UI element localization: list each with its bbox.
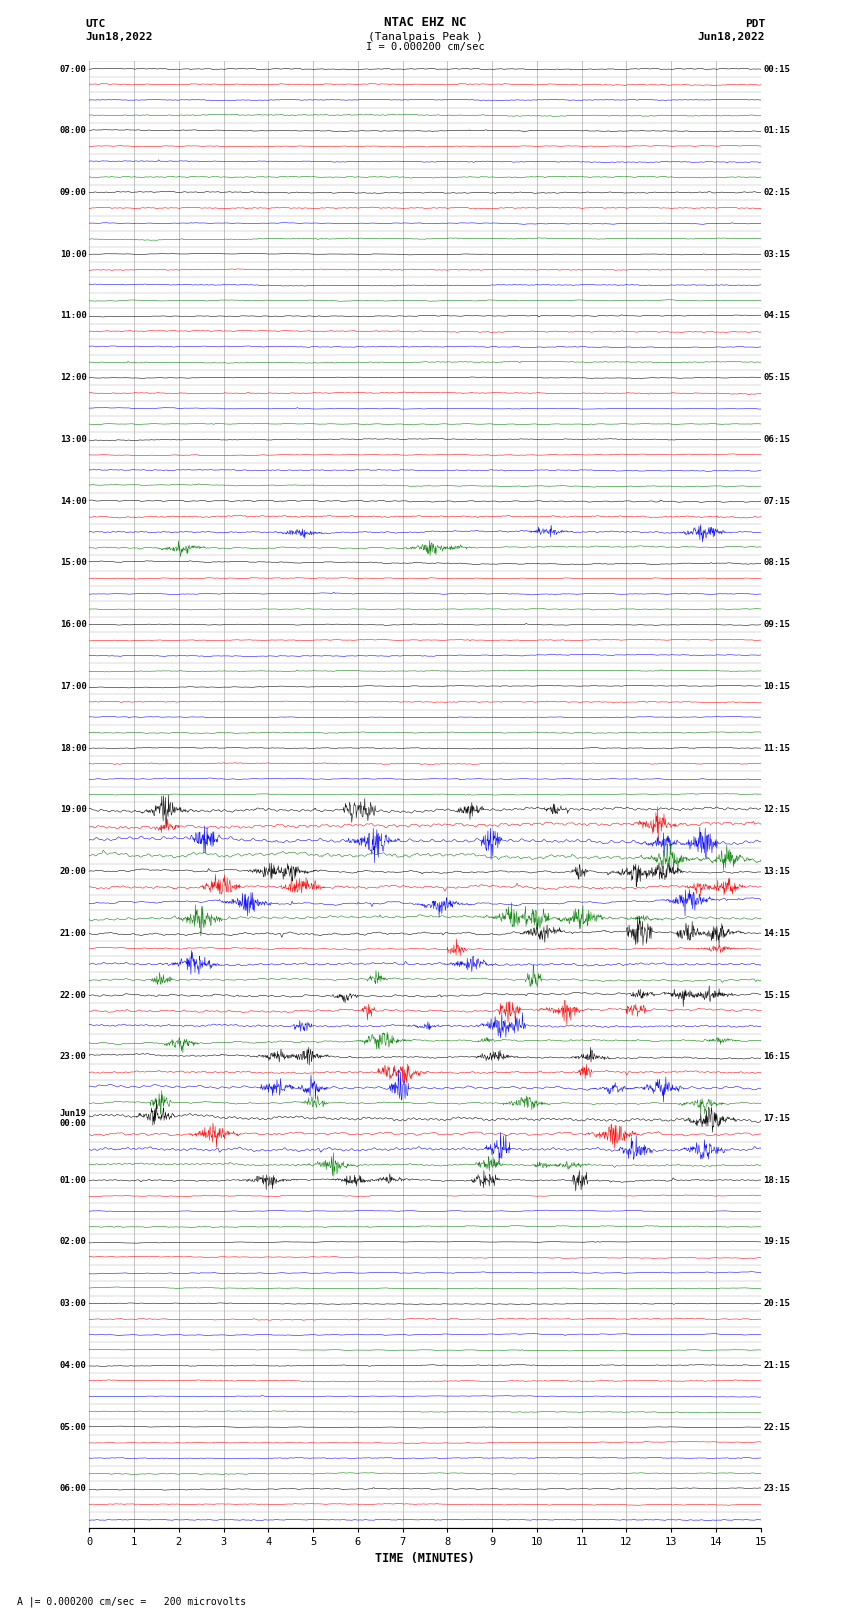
Text: 09:00: 09:00 — [60, 189, 87, 197]
Text: 17:00: 17:00 — [60, 682, 87, 690]
Text: 12:15: 12:15 — [763, 805, 791, 815]
Text: 05:00: 05:00 — [60, 1423, 87, 1432]
Text: 00:15: 00:15 — [763, 65, 791, 74]
Text: 07:00: 07:00 — [60, 65, 87, 74]
Text: Jun18,2022: Jun18,2022 — [85, 32, 152, 42]
Text: 03:00: 03:00 — [60, 1298, 87, 1308]
Text: PDT: PDT — [745, 19, 765, 29]
Text: 10:00: 10:00 — [60, 250, 87, 258]
Text: 01:15: 01:15 — [763, 126, 791, 135]
Text: (Tanalpais Peak ): (Tanalpais Peak ) — [367, 32, 483, 42]
Text: 21:00: 21:00 — [60, 929, 87, 937]
Text: 02:00: 02:00 — [60, 1237, 87, 1247]
Text: 04:15: 04:15 — [763, 311, 791, 321]
Text: 07:15: 07:15 — [763, 497, 791, 505]
X-axis label: TIME (MINUTES): TIME (MINUTES) — [375, 1552, 475, 1565]
Text: 21:15: 21:15 — [763, 1361, 791, 1369]
Text: 18:00: 18:00 — [60, 744, 87, 753]
Text: 06:15: 06:15 — [763, 436, 791, 444]
Text: 04:00: 04:00 — [60, 1361, 87, 1369]
Text: 10:15: 10:15 — [763, 682, 791, 690]
Text: 16:15: 16:15 — [763, 1052, 791, 1061]
Text: 18:15: 18:15 — [763, 1176, 791, 1186]
Text: I = 0.000200 cm/sec: I = 0.000200 cm/sec — [366, 42, 484, 52]
Text: 14:00: 14:00 — [60, 497, 87, 505]
Text: 13:00: 13:00 — [60, 436, 87, 444]
Text: NTAC EHZ NC: NTAC EHZ NC — [383, 16, 467, 29]
Text: 12:00: 12:00 — [60, 373, 87, 382]
Text: 01:00: 01:00 — [60, 1176, 87, 1186]
Text: 19:00: 19:00 — [60, 805, 87, 815]
Text: 16:00: 16:00 — [60, 619, 87, 629]
Text: 06:00: 06:00 — [60, 1484, 87, 1494]
Text: 08:15: 08:15 — [763, 558, 791, 568]
Text: Jun19
00:00: Jun19 00:00 — [60, 1108, 87, 1127]
Text: 20:00: 20:00 — [60, 868, 87, 876]
Text: 03:15: 03:15 — [763, 250, 791, 258]
Text: 23:15: 23:15 — [763, 1484, 791, 1494]
Text: 23:00: 23:00 — [60, 1052, 87, 1061]
Text: 19:15: 19:15 — [763, 1237, 791, 1247]
Text: 15:15: 15:15 — [763, 990, 791, 1000]
Text: 15:00: 15:00 — [60, 558, 87, 568]
Text: 17:15: 17:15 — [763, 1115, 791, 1123]
Text: A |= 0.000200 cm/sec =   200 microvolts: A |= 0.000200 cm/sec = 200 microvolts — [17, 1595, 246, 1607]
Text: 09:15: 09:15 — [763, 619, 791, 629]
Text: 13:15: 13:15 — [763, 868, 791, 876]
Text: 11:15: 11:15 — [763, 744, 791, 753]
Text: 02:15: 02:15 — [763, 189, 791, 197]
Text: 08:00: 08:00 — [60, 126, 87, 135]
Text: 22:15: 22:15 — [763, 1423, 791, 1432]
Text: 11:00: 11:00 — [60, 311, 87, 321]
Text: 22:00: 22:00 — [60, 990, 87, 1000]
Text: 14:15: 14:15 — [763, 929, 791, 937]
Text: UTC: UTC — [85, 19, 105, 29]
Text: 05:15: 05:15 — [763, 373, 791, 382]
Text: Jun18,2022: Jun18,2022 — [698, 32, 765, 42]
Text: 20:15: 20:15 — [763, 1298, 791, 1308]
